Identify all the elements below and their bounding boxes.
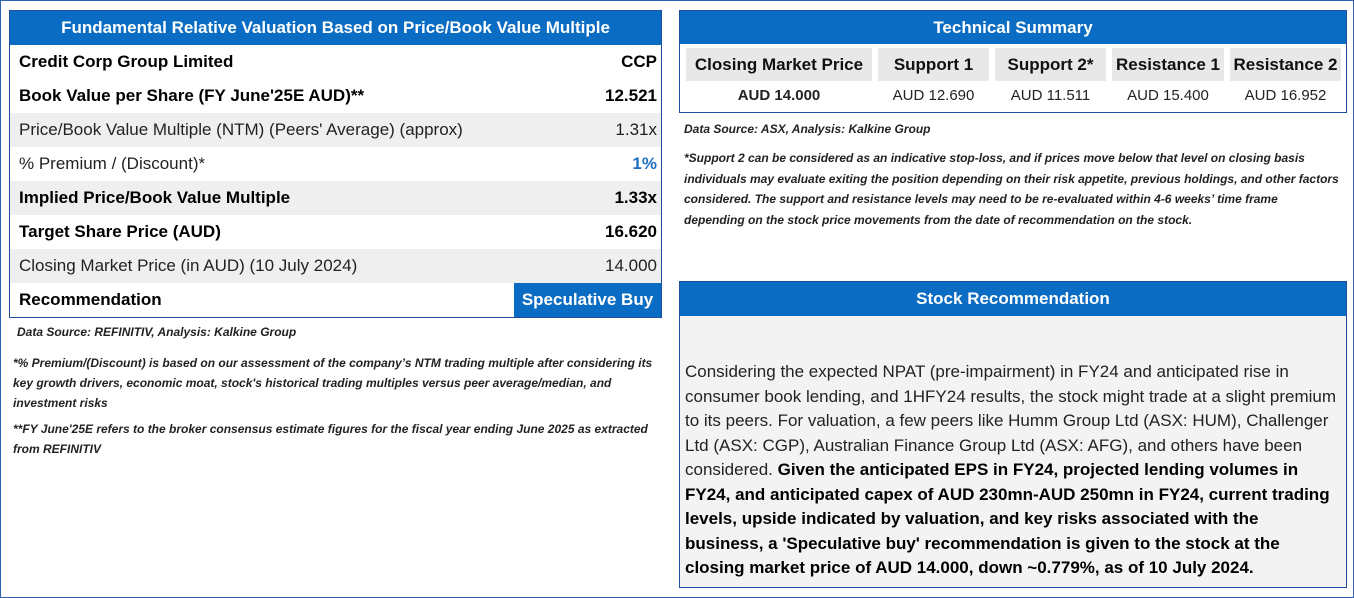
- support-2-column: Support 2* AUD 11.511: [995, 48, 1106, 109]
- row-label: Implied Price/Book Value Multiple: [19, 188, 291, 207]
- row-label: Price/Book Value Multiple (NTM) (Peers' …: [19, 120, 463, 139]
- column-header: Resistance 2: [1230, 48, 1341, 81]
- support-1-column: Support 1 AUD 12.690: [878, 48, 989, 109]
- technical-title: Technical Summary: [680, 11, 1346, 44]
- row-label: % Premium / (Discount)*: [19, 154, 206, 173]
- resistance-2-column: Resistance 2 AUD 16.952: [1230, 48, 1341, 109]
- target-price-row: Target Share Price (AUD) 16.620: [10, 215, 661, 249]
- row-label: Closing Market Price (in AUD) (10 July 2…: [19, 256, 358, 275]
- column-value: AUD 14.000: [737, 86, 821, 104]
- company-name: Credit Corp Group Limited: [19, 52, 234, 71]
- valuation-source: Data Source: REFINITIV, Analysis: Kalkin…: [17, 325, 297, 339]
- valuation-title: Fundamental Relative Valuation Based on …: [10, 11, 661, 45]
- stock-recommendation-box: Stock Recommendation Considering the exp…: [679, 281, 1347, 588]
- column-value: AUD 15.400: [1127, 86, 1209, 104]
- column-value: AUD 11.511: [1010, 86, 1091, 104]
- recommendation-label: Recommendation: [19, 290, 162, 309]
- resistance-1-column: Resistance 1 AUD 15.400: [1112, 48, 1224, 109]
- recommendation-row: Recommendation Speculative Buy: [10, 283, 661, 317]
- row-value: 16.620: [605, 222, 657, 241]
- stock-recommendation-text: Considering the expected NPAT (pre-impai…: [680, 316, 1346, 581]
- row-label: Book Value per Share (FY June'25E AUD)**: [19, 86, 365, 105]
- column-header: Resistance 1: [1112, 48, 1224, 81]
- column-header: Support 1: [878, 48, 989, 81]
- row-value: 14.000: [605, 256, 657, 275]
- column-value: AUD 16.952: [1244, 86, 1327, 104]
- column-value: AUD 12.690: [892, 86, 975, 104]
- technical-columns: Closing Market Price AUD 14.000 Support …: [680, 44, 1346, 109]
- row-value: 1.33x: [614, 188, 657, 207]
- technical-summary-table: Technical Summary Closing Market Price A…: [679, 10, 1347, 113]
- recommendation-plain-text: Considering the expected NPAT (pre-impai…: [685, 362, 1337, 479]
- valuation-table: Fundamental Relative Valuation Based on …: [9, 10, 662, 318]
- support-footnote: *Support 2 can be considered as an indic…: [684, 151, 1339, 228]
- implied-multiple-row: Implied Price/Book Value Multiple 1.33x: [10, 181, 661, 215]
- row-label: Target Share Price (AUD): [19, 222, 221, 241]
- closing-price-column: Closing Market Price AUD 14.000: [686, 48, 872, 109]
- ticker: CCP: [621, 52, 657, 71]
- closing-price-row: Closing Market Price (in AUD) (10 July 2…: [10, 249, 661, 283]
- row-value: 12.521: [605, 86, 657, 105]
- premium-footnote: *% Premium/(Discount) is based on our as…: [13, 356, 653, 410]
- book-value-row: Book Value per Share (FY June'25E AUD)**…: [10, 79, 661, 113]
- column-header: Closing Market Price: [686, 48, 872, 81]
- technical-source: Data Source: ASX, Analysis: Kalkine Grou…: [684, 122, 931, 136]
- company-row: Credit Corp Group Limited CCP: [10, 45, 661, 79]
- recommendation-bold-text: Given the anticipated EPS in FY24, proje…: [685, 460, 1330, 577]
- fy-footnote: **FY June'25E refers to the broker conse…: [13, 422, 648, 456]
- premium-row: % Premium / (Discount)* 1%: [10, 147, 661, 181]
- row-value: 1.31x: [615, 120, 657, 139]
- column-header: Support 2*: [995, 48, 1106, 81]
- stock-recommendation-title: Stock Recommendation: [680, 282, 1346, 316]
- pb-multiple-row: Price/Book Value Multiple (NTM) (Peers' …: [10, 113, 661, 147]
- recommendation-value: Speculative Buy: [514, 283, 661, 317]
- row-value: 1%: [632, 154, 657, 173]
